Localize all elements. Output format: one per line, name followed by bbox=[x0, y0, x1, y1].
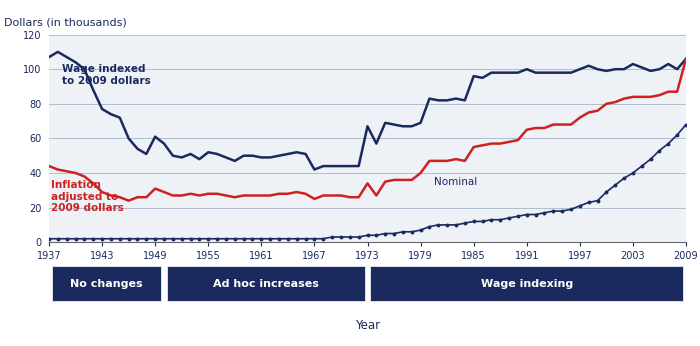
Text: Wage indexing: Wage indexing bbox=[481, 279, 573, 289]
Text: Ad hoc increases: Ad hoc increases bbox=[213, 279, 318, 289]
Text: Inflation
adjusted to
2009 dollars: Inflation adjusted to 2009 dollars bbox=[51, 180, 124, 213]
Text: Dollars (in thousands): Dollars (in thousands) bbox=[4, 18, 127, 28]
Text: Wage indexed
to 2009 dollars: Wage indexed to 2009 dollars bbox=[62, 64, 151, 85]
Text: Year: Year bbox=[355, 319, 380, 332]
Text: No changes: No changes bbox=[70, 279, 143, 289]
Text: Nominal: Nominal bbox=[434, 177, 477, 186]
